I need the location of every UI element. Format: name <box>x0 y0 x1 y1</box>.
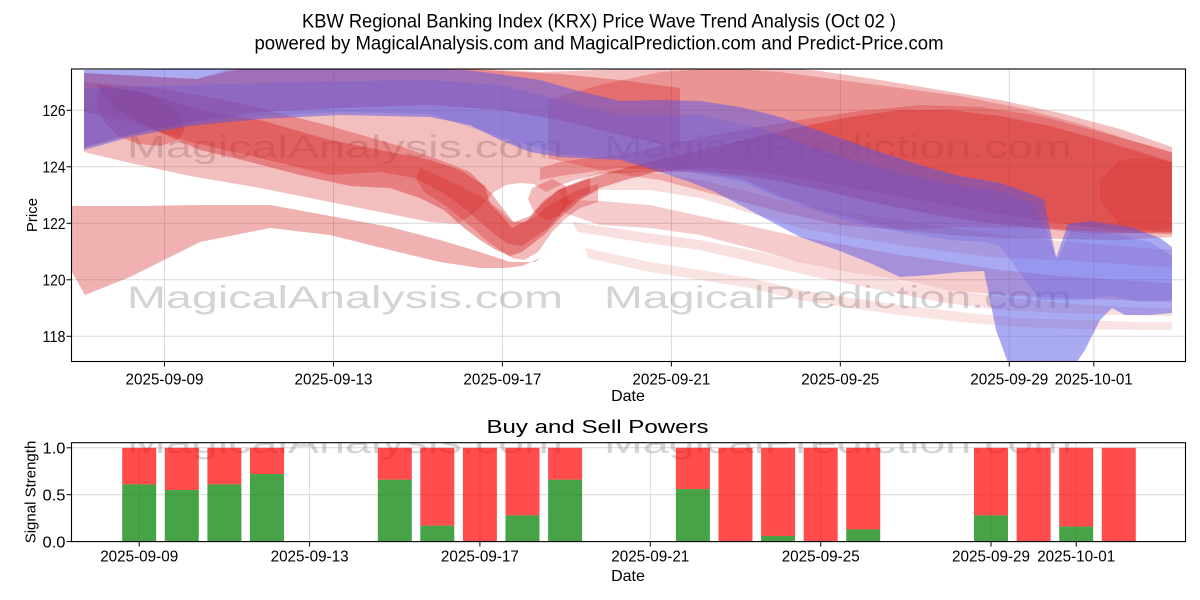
svg-text:2025-09-09: 2025-09-09 <box>100 549 178 566</box>
svg-text:122: 122 <box>43 216 66 233</box>
svg-text:2025-09-25: 2025-09-25 <box>782 549 860 566</box>
svg-text:powered by MagicalAnalysis.com: powered by MagicalAnalysis.com and Magic… <box>255 33 944 55</box>
svg-text:2025-10-01: 2025-10-01 <box>1055 372 1133 389</box>
svg-text:2025-09-17: 2025-09-17 <box>463 372 541 389</box>
svg-text:Date: Date <box>611 388 645 405</box>
svg-text:2025-09-29: 2025-09-29 <box>970 372 1048 389</box>
svg-text:2025-09-13: 2025-09-13 <box>271 549 349 566</box>
svg-text:MagicalAnalysis.com: MagicalAnalysis.com <box>127 279 563 315</box>
svg-text:1.0: 1.0 <box>43 441 66 458</box>
svg-text:2025-09-13: 2025-09-13 <box>295 372 373 389</box>
svg-text:2025-09-29: 2025-09-29 <box>952 549 1030 566</box>
svg-text:KBW Regional Banking Index (KR: KBW Regional Banking Index (KRX) Price W… <box>302 11 896 33</box>
svg-text:118: 118 <box>43 329 66 346</box>
svg-text:120: 120 <box>43 273 66 290</box>
svg-text:Signal Strength: Signal Strength <box>23 441 40 544</box>
svg-text:2025-09-21: 2025-09-21 <box>632 372 710 389</box>
svg-text:2025-09-17: 2025-09-17 <box>441 549 519 566</box>
svg-text:2025-09-09: 2025-09-09 <box>126 372 204 389</box>
svg-text:124: 124 <box>43 160 66 177</box>
svg-text:Date: Date <box>611 568 645 585</box>
svg-text:126: 126 <box>43 103 66 120</box>
svg-text:0.0: 0.0 <box>43 534 66 551</box>
svg-text:2025-10-01: 2025-10-01 <box>1037 549 1115 566</box>
svg-text:2025-09-25: 2025-09-25 <box>801 372 879 389</box>
svg-text:2025-09-21: 2025-09-21 <box>611 549 689 566</box>
svg-text:Price: Price <box>24 198 41 232</box>
svg-text:0.5: 0.5 <box>43 487 66 504</box>
svg-text:Buy and Sell Powers: Buy and Sell Powers <box>487 417 709 437</box>
